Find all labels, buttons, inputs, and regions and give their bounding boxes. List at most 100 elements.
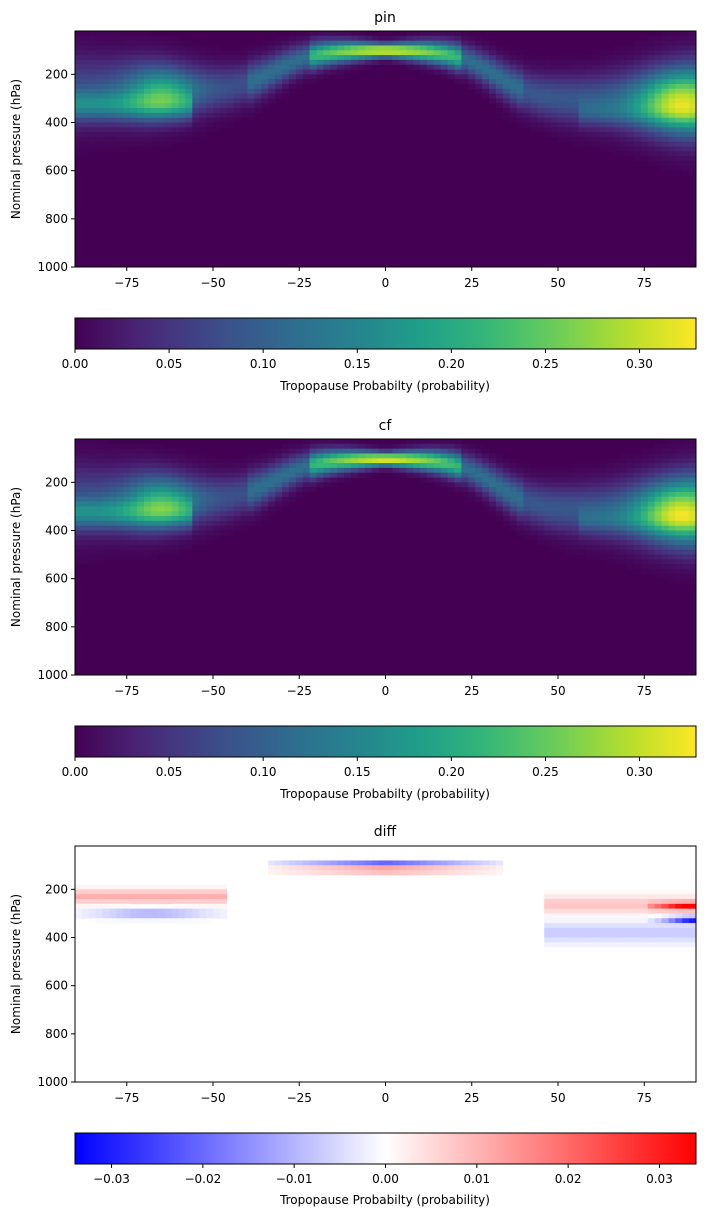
heatmap-cell [640, 554, 649, 560]
heatmap-cell [413, 448, 421, 454]
heatmap-cell [254, 467, 262, 474]
heatmap-cell [606, 932, 614, 938]
heatmap-cell [302, 64, 310, 70]
heatmap-cell [88, 74, 97, 80]
heatmap-cell [323, 482, 331, 488]
heatmap-cell [150, 458, 159, 464]
heatmap-cell [150, 463, 159, 469]
heatmap-cell [585, 918, 593, 924]
heatmap-cell [558, 918, 566, 924]
heatmap-cell [558, 913, 566, 919]
heatmap-cell [213, 117, 221, 123]
heatmap-cell [185, 40, 193, 46]
heatmap-cell [171, 108, 179, 114]
heatmap-cell [454, 482, 462, 488]
heatmap-cell [357, 448, 366, 454]
heatmap-cell [578, 79, 586, 85]
heatmap-cell [530, 117, 538, 123]
heatmap-cell [675, 932, 683, 938]
heatmap-cell [482, 93, 490, 99]
heatmap-cell [654, 64, 662, 70]
heatmap-cell [537, 103, 545, 109]
heatmap-cell [592, 923, 600, 929]
heatmap-cell [509, 103, 517, 109]
heatmap-cell [116, 55, 124, 61]
heatmap-cell [157, 544, 166, 551]
heatmap-cell [544, 908, 552, 914]
heatmap-cell [123, 898, 131, 905]
heatmap-cell [592, 506, 600, 512]
heatmap-cell [192, 540, 200, 546]
heatmap-cell [351, 35, 359, 42]
heatmap-cell [585, 98, 593, 104]
heatmap-cell [157, 443, 166, 450]
heatmap-cell [137, 40, 145, 46]
heatmap-cell [247, 50, 255, 56]
heatmap-cell [661, 554, 669, 560]
heatmap-cell [599, 132, 607, 138]
heatmap-cell [682, 889, 690, 895]
colorbar-tick-label: 0.03 [646, 1172, 673, 1186]
heatmap-cell [668, 918, 676, 924]
heatmap-cell [640, 83, 649, 90]
heatmap-cell [654, 45, 662, 51]
heatmap-cell [413, 50, 421, 56]
heatmap-cell [523, 472, 531, 478]
heatmap-cell [551, 923, 559, 929]
heatmap-cell [606, 894, 614, 900]
heatmap-cell [426, 59, 435, 66]
heatmap-cell [413, 870, 421, 876]
heatmap-cell [544, 894, 552, 900]
heatmap-cell [558, 482, 566, 488]
heatmap-cell [537, 64, 545, 70]
heatmap-cell [647, 127, 655, 133]
heatmap-cell [164, 487, 172, 493]
heatmap-cell [647, 932, 655, 938]
heatmap-cell [689, 942, 697, 948]
heatmap-cell [288, 74, 297, 80]
heatmap-cell [192, 83, 200, 90]
heatmap-cell [185, 98, 193, 104]
heatmap-cell [392, 55, 400, 61]
heatmap-cell [413, 40, 421, 46]
heatmap-cell [489, 79, 497, 85]
heatmap-cell [647, 35, 655, 42]
heatmap-cell [199, 530, 207, 536]
heatmap-cell [123, 903, 131, 910]
heatmap-cell [613, 132, 621, 138]
heatmap-cell [144, 525, 152, 531]
heatmap-cell [109, 540, 117, 546]
heatmap-cell [551, 913, 559, 919]
heatmap-cell [475, 482, 483, 488]
heatmap-cell [95, 132, 103, 138]
heatmap-cell [413, 458, 421, 464]
heatmap-cell [171, 136, 179, 143]
heatmap-cell [599, 908, 607, 914]
heatmap-cell [233, 117, 241, 123]
heatmap-cell [578, 889, 586, 895]
heatmap-cell [633, 146, 642, 152]
heatmap-cell [558, 491, 566, 498]
heatmap-cell [130, 525, 138, 531]
heatmap-cell [661, 88, 669, 95]
heatmap-cell [689, 947, 697, 953]
heatmap-cell [213, 50, 221, 56]
heatmap-cell [606, 79, 614, 85]
heatmap-cell [81, 525, 90, 531]
heatmap-cell [640, 55, 649, 61]
heatmap-cell [309, 860, 317, 866]
heatmap-cell [633, 913, 642, 919]
heatmap-cell [357, 870, 366, 876]
heatmap-cell [599, 88, 607, 95]
heatmap-cell [95, 50, 103, 56]
heatmap-cell [482, 463, 490, 469]
heatmap-cell [447, 467, 455, 474]
heatmap-cell [627, 45, 635, 51]
heatmap-cell [137, 520, 145, 527]
heatmap-cell [323, 50, 331, 56]
heatmap-cell [654, 98, 662, 104]
heatmap-cell [247, 93, 255, 99]
heatmap-cell [157, 898, 166, 905]
x-tick-label: −75 [114, 1091, 139, 1105]
heatmap-cell [137, 136, 145, 143]
